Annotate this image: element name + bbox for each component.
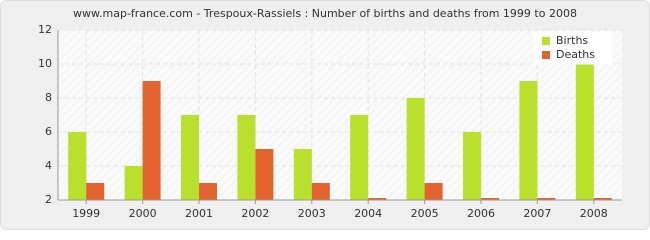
bar (68, 132, 87, 200)
x-tick-label: 2003 (298, 207, 326, 220)
y-tick-label: 4 (45, 159, 52, 172)
bar (537, 198, 556, 200)
bar (463, 132, 481, 200)
x-tick-label: 1999 (72, 207, 100, 220)
bar (311, 183, 330, 200)
bar (293, 149, 312, 200)
y-tick-label: 12 (38, 23, 52, 36)
bar (181, 115, 199, 200)
chart: www.map-france.com - Trespoux-Rassiels :… (0, 0, 650, 230)
legend-label: Deaths (556, 48, 595, 61)
bar (481, 198, 499, 200)
legend-label: Births (556, 34, 588, 47)
x-tick-label: 2005 (411, 207, 439, 220)
y-tick-label: 10 (38, 57, 52, 70)
bar (575, 64, 594, 200)
x-tick-label: 2004 (354, 207, 382, 220)
bar (350, 115, 369, 200)
bar (368, 198, 387, 200)
bar (237, 115, 256, 200)
bar (406, 98, 425, 200)
bar (255, 149, 274, 200)
x-tick-label: 2006 (467, 207, 495, 220)
legend-swatch (542, 51, 550, 59)
bar (86, 183, 105, 200)
chart-title: www.map-france.com - Trespoux-Rassiels :… (73, 7, 577, 20)
x-tick-label: 2000 (129, 207, 157, 220)
bar (424, 183, 443, 200)
x-tick-label: 2001 (185, 207, 213, 220)
legend-swatch (542, 37, 550, 45)
y-tick-label: 6 (45, 125, 52, 138)
bar (593, 198, 612, 200)
bar (199, 183, 217, 200)
bar (142, 81, 161, 200)
bar (519, 81, 538, 200)
bar (124, 166, 143, 200)
x-tick-label: 2008 (580, 207, 608, 220)
y-tick-label: 8 (45, 91, 52, 104)
x-tick-label: 2007 (523, 207, 551, 220)
y-tick-label: 2 (45, 193, 52, 206)
x-tick-label: 2002 (241, 207, 269, 220)
